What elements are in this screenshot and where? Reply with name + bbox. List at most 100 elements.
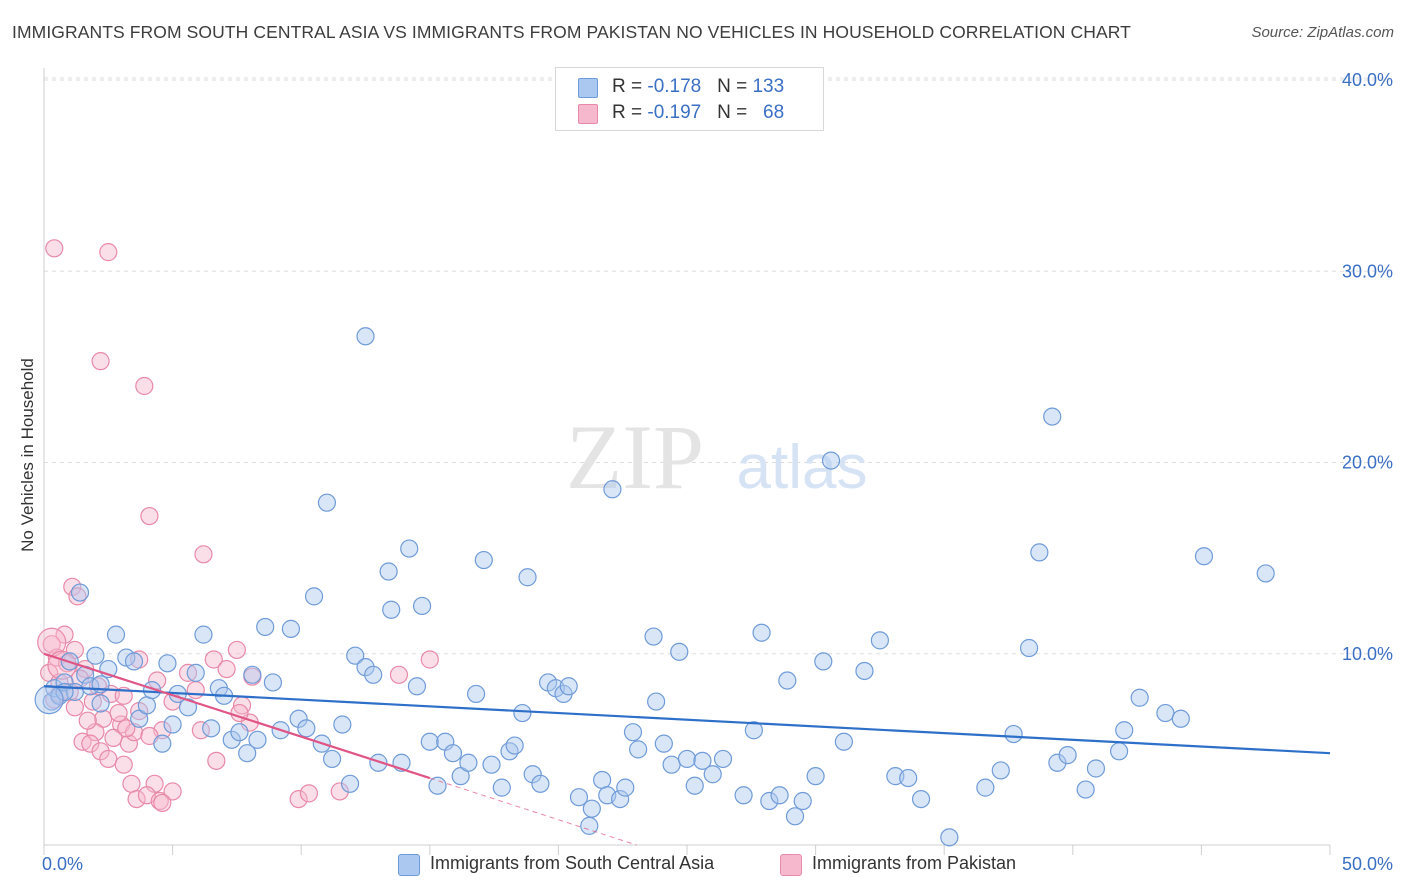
data-point-south-central-asia — [713, 749, 733, 769]
data-point-south-central-asia — [760, 791, 779, 811]
data-point-south-central-asia — [1058, 746, 1077, 765]
y-tick-label: 20.0% — [1342, 453, 1393, 473]
legend-label: Immigrants from Pakistan — [812, 853, 1017, 873]
data-point-pakistan — [78, 711, 97, 730]
data-point-south-central-asia — [340, 774, 360, 793]
data-point-south-central-asia — [940, 828, 959, 847]
data-point-pakistan — [127, 789, 146, 809]
data-point-south-central-asia — [569, 788, 589, 807]
data-point-pakistan — [42, 635, 61, 654]
blue-swatch — [578, 78, 598, 98]
series-legend: Immigrants from South Central Asia Immig… — [0, 852, 1406, 878]
n-label: N = — [717, 102, 753, 123]
legend-label: Immigrants from South Central Asia — [430, 853, 715, 873]
trend-lines — [43, 652, 1331, 846]
data-point-pakistan — [122, 774, 141, 793]
grid — [44, 77, 1390, 655]
r-label: R = — [612, 76, 648, 97]
data-point-south-central-asia — [443, 744, 463, 763]
data-point-south-central-asia — [451, 767, 470, 786]
data-point-south-central-asia — [623, 723, 643, 742]
data-point-south-central-asia — [770, 786, 789, 805]
data-point-south-central-asia — [911, 789, 931, 809]
r-label: R = — [612, 102, 648, 123]
data-point-south-central-asia — [1019, 638, 1039, 658]
data-point-south-central-asia — [243, 665, 262, 684]
data-point-south-central-asia — [1043, 407, 1062, 426]
trend-line-south-central-asia — [43, 685, 1331, 755]
data-point-pakistan — [91, 352, 110, 371]
data-point-south-central-asia — [86, 646, 105, 665]
data-point-south-central-asia — [186, 663, 205, 682]
data-point-south-central-asia — [428, 776, 447, 795]
data-point-south-central-asia — [500, 742, 519, 761]
data-point-pakistan — [389, 665, 409, 684]
data-point-south-central-asia — [474, 550, 493, 570]
data-point-pakistan — [204, 650, 223, 669]
data-point-south-central-asia — [412, 596, 432, 616]
data-point-south-central-asia — [834, 732, 853, 751]
data-point-south-central-asia — [647, 692, 666, 711]
watermark-zip: ZIP — [566, 406, 704, 508]
data-point-south-central-asia — [814, 652, 833, 671]
data-point-pakistan — [420, 650, 439, 669]
data-point-south-central-asia — [322, 749, 342, 769]
data-point-pakistan — [65, 698, 84, 717]
n-value: 68 — [763, 102, 785, 123]
data-point-south-central-asia — [333, 715, 352, 734]
data-point-south-central-asia — [400, 539, 419, 558]
tick-labels: 10.0% 20.0% 30.0% 40.0% 0.0% 50.0% — [42, 70, 1393, 874]
data-point-south-central-asia — [513, 703, 532, 723]
stats-legend: R = -0.178 N = 133 R = -0.197 N = 68 — [555, 67, 824, 131]
data-point-south-central-asia — [976, 778, 995, 797]
data-point-south-central-asia — [1256, 564, 1275, 583]
data-point-south-central-asia — [1004, 724, 1023, 744]
data-point-pakistan — [140, 506, 159, 526]
data-point-pakistan — [178, 663, 198, 682]
data-point-south-central-asia — [1115, 721, 1134, 740]
data-point-south-central-asia — [1048, 753, 1067, 772]
data-point-south-central-asia — [178, 698, 198, 717]
data-point-south-central-asia — [130, 709, 149, 728]
data-point-pakistan — [135, 376, 154, 396]
data-point-south-central-asia — [248, 730, 267, 749]
data-point-pakistan — [109, 703, 128, 723]
data-point-south-central-asia — [629, 740, 648, 759]
y-tick-label: 10.0% — [1342, 644, 1393, 664]
pink-swatch — [578, 104, 598, 124]
data-point-south-central-asia — [899, 768, 918, 788]
data-point-pakistan — [91, 742, 110, 761]
r-value: -0.178 — [647, 76, 702, 97]
data-point-pakistan — [217, 659, 236, 679]
data-point-south-central-asia — [124, 652, 144, 671]
blue-swatch — [398, 854, 420, 876]
data-point-south-central-asia — [230, 723, 249, 742]
data-point-south-central-asia — [70, 583, 90, 602]
data-point-south-central-asia — [34, 685, 64, 715]
data-point-south-central-asia — [297, 719, 316, 738]
data-point-south-central-asia — [163, 715, 182, 734]
data-point-pakistan — [99, 749, 118, 769]
data-point-south-central-asia — [616, 778, 635, 797]
data-point-south-central-asia — [1030, 543, 1049, 562]
data-point-south-central-asia — [91, 694, 110, 713]
data-point-south-central-asia — [693, 751, 712, 770]
data-point-pakistan — [117, 719, 136, 738]
data-point-pakistan — [163, 782, 182, 801]
data-point-south-central-asia — [785, 807, 805, 826]
data-point-pakistan — [55, 625, 74, 644]
data-point-south-central-asia — [644, 627, 663, 646]
trend-line-pakistan — [43, 652, 431, 780]
data-point-south-central-asia — [202, 719, 221, 738]
data-point-pakistan — [330, 782, 349, 801]
data-point-south-central-asia — [870, 631, 890, 650]
trend-line-pakistan-extension — [429, 777, 637, 846]
data-point-south-central-asia — [559, 677, 578, 696]
r-value: -0.197 — [647, 102, 702, 123]
data-point-pakistan — [289, 789, 308, 809]
data-point-south-central-asia — [379, 562, 398, 581]
data-point-south-central-asia — [356, 327, 375, 346]
data-point-south-central-asia — [518, 568, 537, 587]
watermark-atlas: atlas — [737, 433, 868, 502]
